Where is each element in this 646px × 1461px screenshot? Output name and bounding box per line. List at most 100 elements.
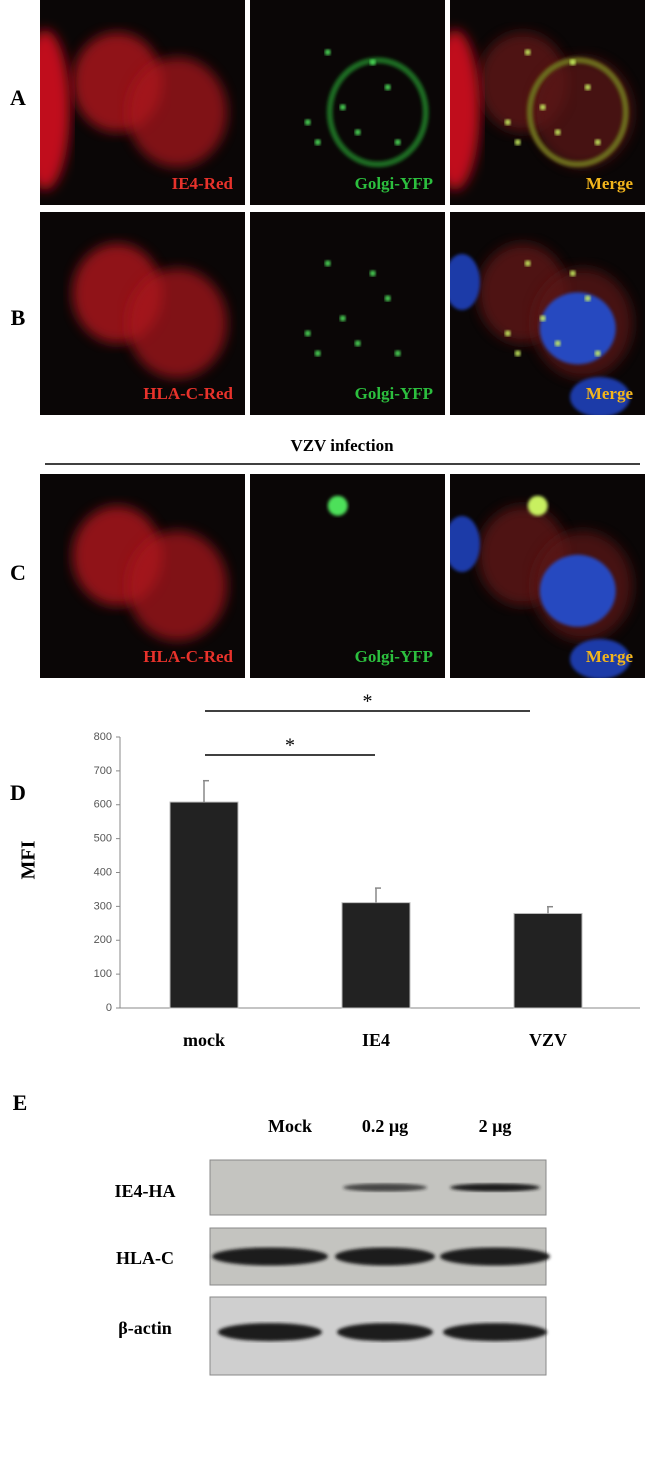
golgi-dot [354, 129, 361, 136]
golgi-dot [594, 139, 601, 146]
y-tick-label: 500 [94, 833, 112, 845]
golgi-dot [324, 49, 331, 56]
panel-label: C [10, 560, 26, 585]
golgi-dot [554, 129, 561, 136]
caption: HLA-C-Red [143, 384, 233, 403]
micrograph: Golgi-YFP [250, 212, 445, 415]
cell [127, 57, 228, 168]
golgi-dot [554, 340, 561, 347]
caption: HLA-C-Red [143, 647, 233, 666]
caption: Merge [586, 647, 634, 666]
golgi-dot [369, 59, 376, 66]
row-label: IE4-HA [114, 1181, 175, 1201]
nucleus [570, 377, 630, 415]
micrograph-content [250, 474, 445, 678]
micrograph-bg [250, 0, 445, 205]
nucleus [539, 554, 616, 627]
y-tick-label: 700 [94, 765, 112, 777]
golgi-dot [369, 270, 376, 277]
golgi-dot [394, 139, 401, 146]
golgi-dot [504, 330, 511, 337]
panel-label: E [13, 1090, 28, 1115]
golgi-dot [324, 260, 331, 267]
micrograph: Golgi-YFP [250, 474, 445, 678]
micrograph: Merge [450, 212, 645, 415]
x-tick-label: mock [183, 1030, 225, 1050]
cell [450, 30, 480, 190]
caption: IE4-Red [172, 174, 234, 193]
micrograph: HLA-C-Red [40, 212, 245, 415]
y-tick-label: 800 [94, 731, 112, 743]
golgi-dot [524, 260, 531, 267]
y-tick-label: 200 [94, 934, 112, 946]
micrograph: IE4-Red [40, 0, 245, 205]
band [443, 1323, 547, 1342]
golgi-dot [314, 139, 321, 146]
golgi-dot [527, 495, 548, 516]
golgi-dot [354, 340, 361, 347]
caption: Golgi-YFP [355, 384, 433, 403]
band [337, 1323, 433, 1342]
golgi-dot [504, 119, 511, 126]
y-tick-label: 100 [94, 968, 112, 980]
lane-label: 2 µg [479, 1116, 512, 1136]
micrograph-bg [250, 212, 445, 415]
golgi-dot [514, 350, 521, 357]
row-label: HLA-C [116, 1248, 174, 1268]
golgi-dot [384, 84, 391, 91]
bar [169, 801, 239, 1009]
lane-label: Mock [268, 1116, 312, 1136]
micrograph-content [450, 212, 645, 415]
panel-label: B [11, 305, 26, 330]
micrograph: Merge [450, 474, 645, 678]
caption: Merge [586, 174, 634, 193]
micrograph: HLA-C-Red [40, 474, 245, 678]
micrograph-content [40, 0, 245, 205]
golgi-dot [524, 49, 531, 56]
bar [513, 912, 583, 1009]
golgi-dot [584, 84, 591, 91]
golgi-dot [539, 315, 546, 322]
micrograph-content [40, 212, 245, 415]
golgi-dot [384, 295, 391, 302]
caption: Golgi-YFP [355, 647, 433, 666]
golgi-dot [304, 119, 311, 126]
cell [532, 57, 633, 168]
micrograph-content [250, 0, 445, 205]
nucleus [570, 639, 630, 678]
golgi-dot [327, 495, 348, 516]
micrograph-content [450, 0, 645, 205]
band [218, 1323, 322, 1342]
micrograph-content [40, 474, 245, 678]
cell [127, 268, 228, 379]
golgi-dot [314, 350, 321, 357]
golgi-dot [584, 295, 591, 302]
nucleus [450, 516, 480, 572]
panel-label: D [10, 780, 26, 805]
golgi-dot [304, 330, 311, 337]
panel-label: A [10, 85, 26, 110]
golgi-dot [594, 350, 601, 357]
significance-label: * [363, 691, 373, 713]
golgi-dot [394, 350, 401, 357]
significance-label: * [285, 735, 295, 757]
micrograph: Golgi-YFP [250, 0, 445, 205]
panel-heading: VZV infection [290, 436, 394, 455]
micrograph: Merge [450, 0, 645, 205]
micrograph-content [250, 212, 445, 415]
band [212, 1247, 328, 1266]
y-tick-label: 0 [106, 1002, 112, 1014]
x-tick-label: IE4 [362, 1030, 390, 1050]
row-label: β-actin [118, 1318, 171, 1338]
bar [341, 902, 411, 1009]
band [450, 1183, 540, 1192]
golgi-dot [514, 139, 521, 146]
golgi-dot [569, 270, 576, 277]
band [343, 1183, 427, 1192]
golgi-dot [539, 104, 546, 111]
cell [127, 530, 228, 641]
band [335, 1247, 435, 1266]
golgi-dot [339, 315, 346, 322]
y-tick-label: 400 [94, 866, 112, 878]
